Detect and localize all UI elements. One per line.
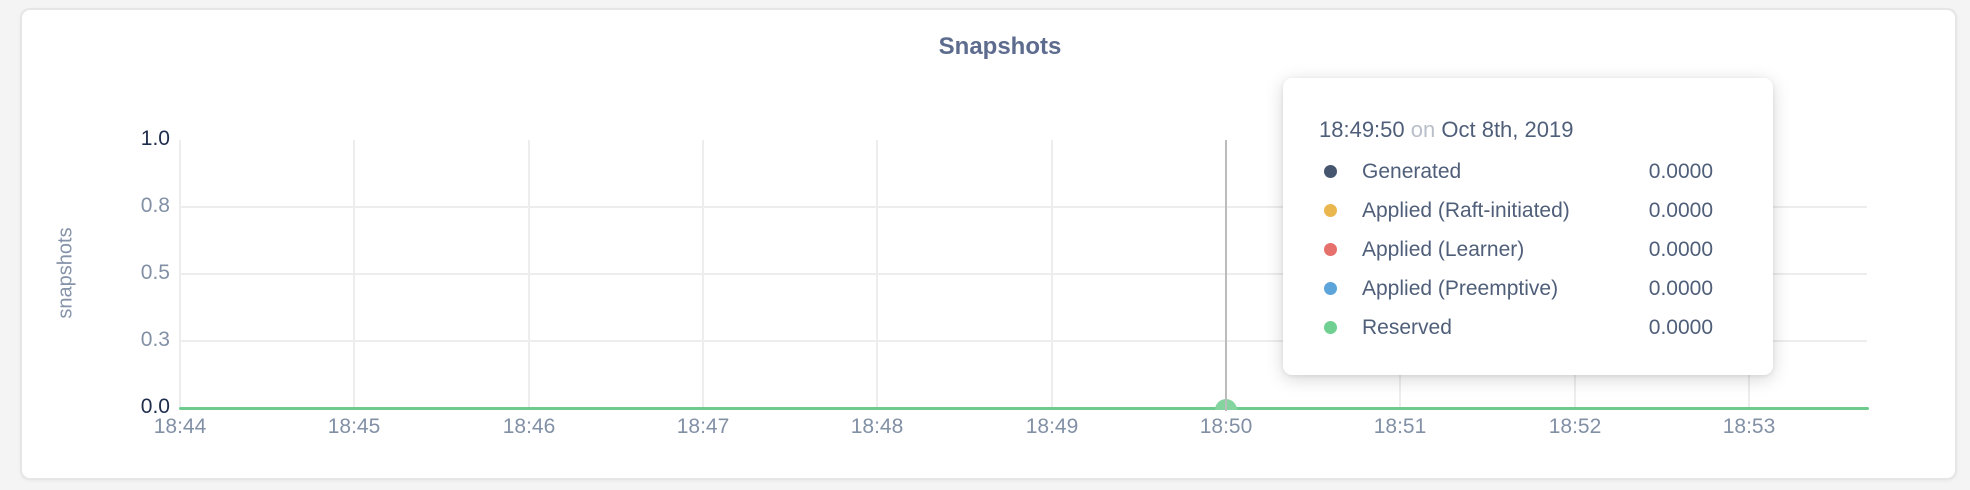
series-color-dot-icon bbox=[1324, 204, 1337, 217]
y-tick-label: 0.5 bbox=[140, 261, 170, 284]
x-tick-label: 18:45 bbox=[327, 415, 381, 438]
tooltip-series-row: Generated 0.0000 bbox=[1283, 152, 1773, 191]
tooltip-series-row: Applied (Learner) 0.0000 bbox=[1283, 230, 1773, 269]
hover-guideline bbox=[1225, 140, 1227, 411]
y-gridline bbox=[179, 206, 1867, 208]
hover-tooltip: 18:49:50 on Oct 8th, 2019 Generated 0.000… bbox=[1283, 78, 1773, 375]
series-value: 0.0000 bbox=[1648, 315, 1713, 339]
x-tick-label: 18:52 bbox=[1548, 415, 1602, 438]
series-name: Applied (Learner) bbox=[1362, 237, 1525, 261]
chart-title: Snapshots bbox=[938, 33, 1062, 60]
series-color-dot-icon bbox=[1324, 321, 1337, 334]
tooltip-header: 18:49:50 on Oct 8th, 2019 bbox=[1283, 78, 1773, 144]
tooltip-date: Oct 8th, 2019 bbox=[1441, 117, 1574, 142]
y-gridline bbox=[179, 273, 1867, 275]
x-tick-label: 18:49 bbox=[1025, 415, 1079, 438]
x-tick-label: 18:46 bbox=[502, 415, 556, 438]
series-color-dot-icon bbox=[1324, 243, 1337, 256]
series-name: Applied (Preemptive) bbox=[1362, 276, 1559, 300]
x-tick-label: 18:47 bbox=[676, 415, 730, 438]
x-tick-label: 18:44 bbox=[153, 415, 207, 438]
y-tick-label: 0.0 bbox=[140, 395, 170, 418]
series-line-reserved bbox=[179, 407, 1869, 410]
tooltip-series-row: Applied (Raft-initiated) 0.0000 bbox=[1283, 191, 1773, 230]
series-name: Applied (Raft-initiated) bbox=[1362, 198, 1570, 222]
series-name: Reserved bbox=[1362, 315, 1452, 339]
tooltip-time: 18:49:50 bbox=[1319, 117, 1405, 142]
tooltip-series-row: Applied (Preemptive) 0.0000 bbox=[1283, 269, 1773, 308]
series-value: 0.0000 bbox=[1648, 276, 1713, 300]
y-axis-label: snapshots bbox=[54, 227, 77, 319]
x-tick-label: 18:48 bbox=[850, 415, 904, 438]
tooltip-series-row: Reserved 0.0000 bbox=[1283, 308, 1773, 347]
series-value: 0.0000 bbox=[1648, 237, 1713, 261]
series-color-dot-icon bbox=[1324, 282, 1337, 295]
y-tick-label: 0.3 bbox=[140, 328, 170, 351]
tooltip-rows: Generated 0.0000 Applied (Raft-initiated) 0… bbox=[1283, 152, 1773, 375]
series-value: 0.0000 bbox=[1648, 159, 1713, 183]
y-tick-label: 1.0 bbox=[140, 127, 170, 150]
x-tick-label: 18:53 bbox=[1722, 415, 1776, 438]
series-name: Generated bbox=[1362, 159, 1462, 183]
x-tick-label: 18:51 bbox=[1373, 415, 1427, 438]
tooltip-on-word: on bbox=[1410, 117, 1436, 142]
y-gridline bbox=[179, 340, 1867, 342]
y-tick-label: 0.8 bbox=[140, 194, 170, 217]
x-tick-label: 18:50 bbox=[1199, 415, 1253, 438]
series-value: 0.0000 bbox=[1648, 198, 1713, 222]
series-color-dot-icon bbox=[1324, 165, 1337, 178]
